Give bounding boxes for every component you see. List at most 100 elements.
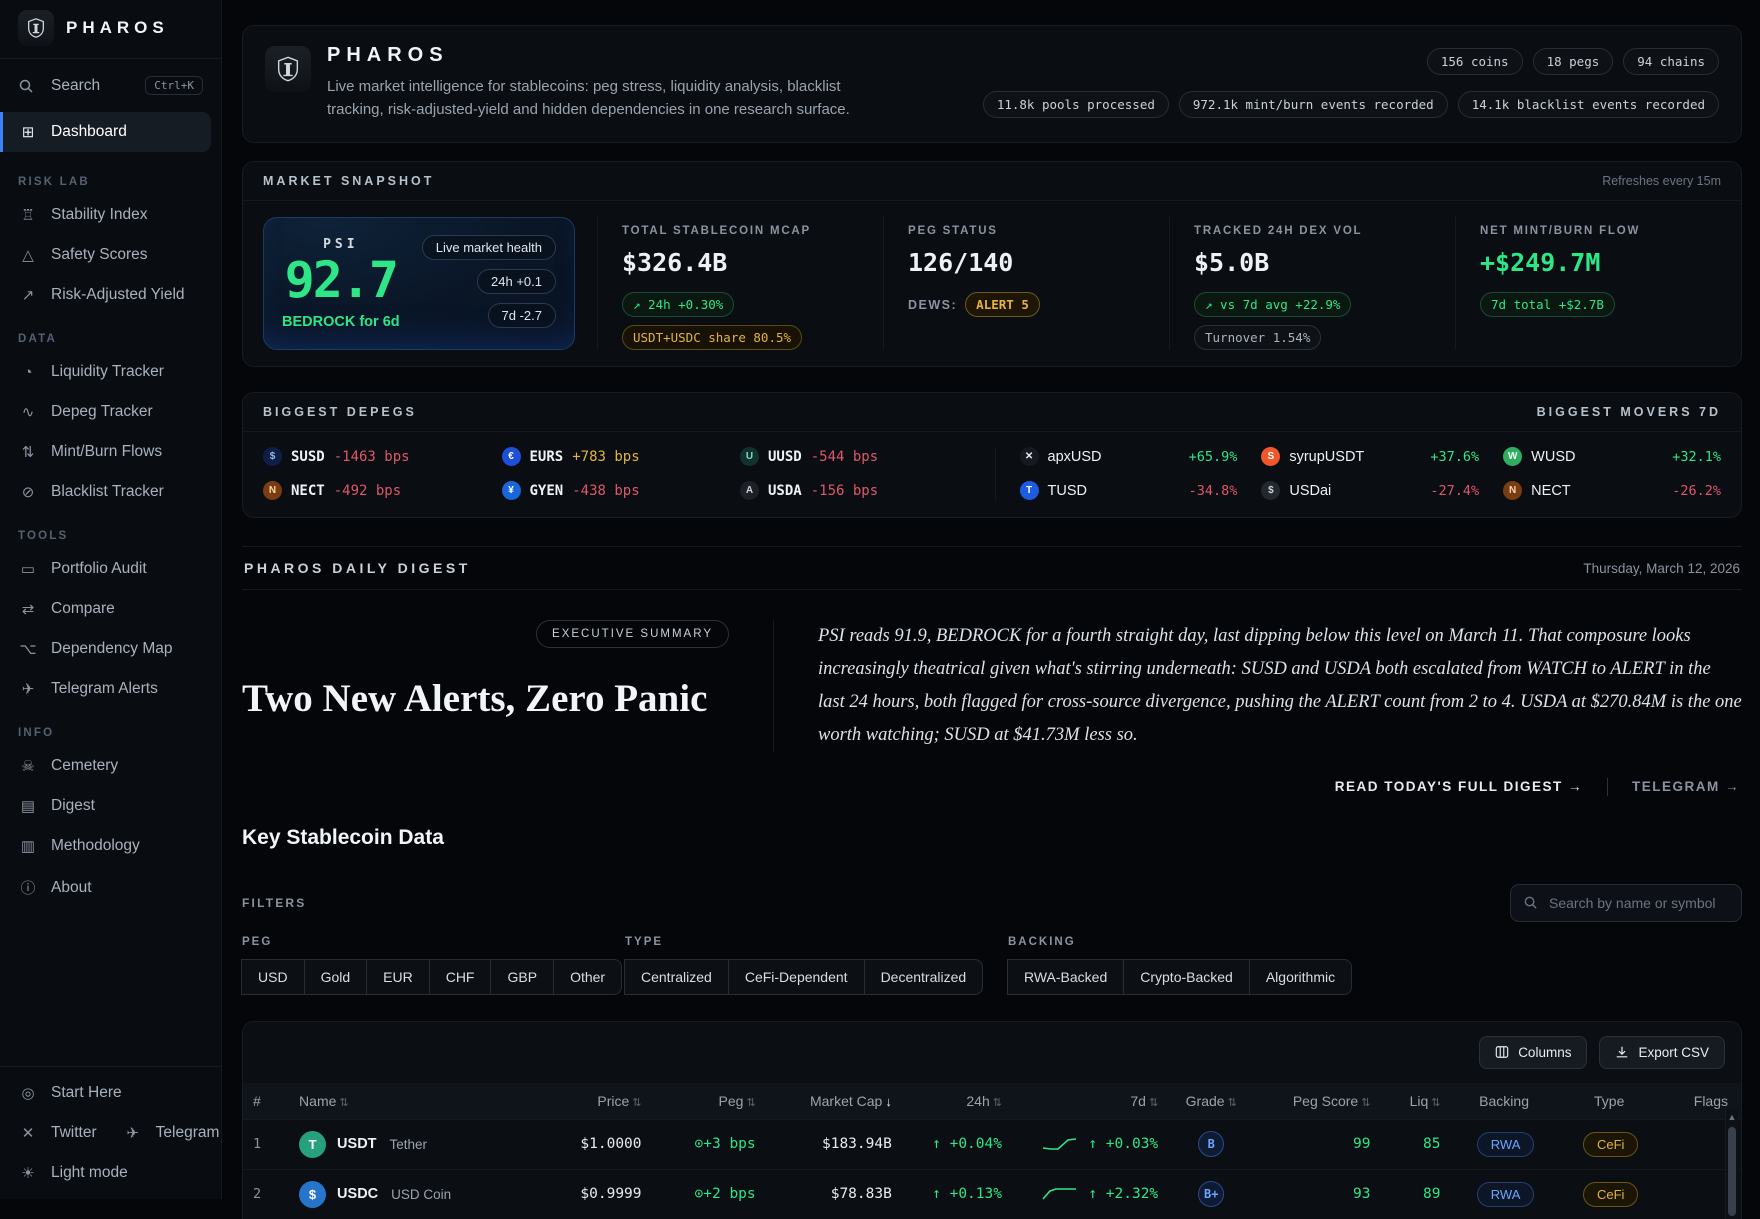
sidebar-item-about[interactable]: ⓘ About [0, 866, 221, 909]
column-header[interactable]: # [243, 1082, 290, 1120]
mover-item[interactable]: ✕ apxUSD +65.9% [1019, 447, 1237, 466]
column-header[interactable]: 24h ⇅ [901, 1082, 1012, 1120]
sidebar-item-cemetery[interactable]: ☠ Cemetery [0, 746, 221, 786]
sidebar-item-dependency-map[interactable]: ⌥ Dependency Map [0, 629, 221, 669]
scrollbar-thumb[interactable] [1728, 1126, 1736, 1216]
column-header[interactable]: Liq ⇅ [1380, 1082, 1451, 1120]
column-header[interactable]: Backing [1450, 1082, 1561, 1120]
sidebar-item-safety-scores[interactable]: △ Safety Scores [0, 235, 221, 275]
sidebar-item-telegram[interactable]: ✈ Telegram [105, 1113, 228, 1153]
table-row[interactable]: 1 T USDT Tether $1.0000 ⊙+3 bps $183.94B… [243, 1118, 1741, 1170]
filter-button[interactable]: CHF [428, 958, 492, 995]
mover-item[interactable]: W WUSD +32.1% [1503, 447, 1721, 466]
sidebar-logo: PHAROS [0, 0, 221, 59]
depeg-item[interactable]: A USDA -156 bps [740, 481, 979, 500]
coin-icon: ¥ [501, 481, 521, 500]
mover-item[interactable]: $ USDai -27.4% [1261, 481, 1479, 500]
column-header[interactable]: Price ⇅ [527, 1082, 652, 1120]
sidebar-item-light-mode[interactable]: ☀ Light mode [0, 1153, 221, 1193]
stat-label: TOTAL STABLECOIN MCAP [622, 225, 812, 237]
mover-item[interactable]: N NECT -26.2% [1503, 481, 1721, 500]
sidebar-item-methodology[interactable]: ▥ Methodology [0, 826, 221, 866]
coin-icon: S [1261, 447, 1281, 466]
sort-icon: ⇅ [1227, 1096, 1237, 1109]
sidebar-item-risk-adjusted-yield[interactable]: ↗ Risk-Adjusted Yield [0, 275, 221, 315]
coin-icon: N [263, 481, 282, 500]
sidebar-item-depeg-tracker[interactable]: ∿ Depeg Tracker [0, 392, 221, 432]
sidebar-item-dashboard[interactable]: ⊞ Dashboard [0, 112, 211, 152]
stat-value: $326.4B [622, 248, 728, 277]
depeg-item[interactable]: € EURS +783 bps [501, 447, 741, 466]
change-24h-cell: ↑ +0.13% [901, 1168, 1012, 1219]
sidebar-item-mint-burn-flows[interactable]: ⇅ Mint/Burn Flows [0, 432, 221, 472]
sidebar-item-stability-index[interactable]: ♖ Stability Index [0, 195, 221, 235]
name-cell[interactable]: T USDT Tether [289, 1118, 528, 1170]
change-24h-cell: ↑ +0.04% [901, 1118, 1012, 1170]
mover-item[interactable]: T TUSD -34.8% [1019, 481, 1237, 500]
stability-index-icon: ♖ [21, 207, 35, 224]
filter-button[interactable]: Algorithmic [1248, 958, 1353, 995]
filter-button[interactable]: GBP [490, 958, 555, 995]
filter-button[interactable]: Decentralized [863, 958, 984, 995]
filter-button[interactable]: Centralized [624, 958, 729, 995]
column-header[interactable]: Type [1560, 1082, 1661, 1120]
graph-nodes-icon: ⌥ [19, 641, 37, 658]
column-header[interactable]: Grade ⇅ [1168, 1082, 1255, 1120]
columns-button[interactable]: Columns [1479, 1035, 1588, 1069]
sidebar-item-portfolio-audit[interactable]: ▭ Portfolio Audit [0, 549, 221, 589]
sidebar-item-blacklist-tracker[interactable]: ⊘ Blacklist Tracker [0, 472, 221, 512]
sidebar-item-start-here[interactable]: ◎ Start Here [0, 1073, 221, 1113]
sidebar-item-label: Risk-Adjusted Yield [51, 286, 185, 303]
column-header[interactable]: Peg ⇅ [651, 1082, 766, 1120]
mover-value: +32.1% [1672, 448, 1721, 465]
table-search[interactable] [1510, 883, 1742, 922]
sidebar-item-label: Stability Index [51, 206, 148, 223]
search-input[interactable] [1547, 893, 1729, 912]
depeg-item[interactable]: ¥ GYEN -438 bps [501, 481, 741, 500]
scrollbar-up-arrow[interactable]: ▲ [1727, 1111, 1737, 1122]
filter-button[interactable]: RWA-Backed [1007, 958, 1125, 995]
stat-pill: 972.1k mint/burn events recorded [1178, 91, 1448, 118]
sidebar-item-telegram-alerts[interactable]: ✈ Telegram Alerts [0, 669, 221, 709]
table-scrollbar[interactable]: ▲ [1725, 1108, 1738, 1219]
filter-button[interactable]: Other [553, 958, 623, 995]
peg-score-cell: 99 [1254, 1118, 1381, 1170]
depegs-card: BIGGEST DEPEGS BIGGEST MOVERS 7D $ SUSD … [242, 392, 1742, 518]
coin-symbol: EURS [529, 448, 564, 465]
dashboard-grid-icon: ⊞ [21, 124, 35, 141]
sidebar-search[interactable]: Search Ctrl+K [0, 65, 221, 106]
grade-badge: B+ [1198, 1181, 1225, 1208]
psi-pill: 7d -2.7 [487, 303, 556, 328]
filter-button[interactable]: USD [241, 958, 305, 995]
sidebar-item-liquidity-tracker[interactable]: ◔ Liquidity Tracker [0, 352, 221, 392]
depeg-item[interactable]: $ SUSD -1463 bps [263, 447, 502, 466]
mover-item[interactable]: S syrupUSDT +37.6% [1261, 447, 1479, 466]
peg-score-cell: 93 [1254, 1168, 1381, 1219]
name-cell[interactable]: $ USDC USD Coin [289, 1168, 528, 1219]
read-full-digest-link[interactable]: READ TODAY'S FULL DIGEST → [1334, 779, 1583, 795]
coin-symbol: SUSD [291, 448, 325, 465]
filter-button[interactable]: CeFi-Dependent [727, 958, 865, 995]
main-content: PHAROS Live market intelligence for stab… [222, 0, 1760, 1219]
coin-icon: U [740, 447, 759, 466]
column-header[interactable]: Market Cap ↓ [765, 1082, 902, 1120]
sidebar-item-digest[interactable]: ▤ Digest [0, 786, 221, 826]
depeg-item[interactable]: N NECT -492 bps [263, 481, 502, 500]
coin-icon: A [740, 481, 759, 500]
table-row[interactable]: 2 $ USDC USD Coin $0.9999 ⊙+2 bps $78.83… [243, 1168, 1741, 1219]
column-header[interactable]: Flags [1660, 1082, 1741, 1120]
column-header[interactable]: 7d ⇅ [1011, 1082, 1169, 1120]
sidebar-item-twitter[interactable]: ✕ Twitter [0, 1113, 105, 1153]
depeg-item[interactable]: U UUSD -544 bps [740, 447, 979, 466]
filter-button[interactable]: EUR [366, 958, 430, 995]
filter-button[interactable]: Crypto-Backed [1123, 958, 1250, 995]
mover-value: -27.4% [1430, 482, 1480, 499]
newspaper-icon: ▤ [20, 798, 36, 815]
digest-telegram-link[interactable]: TELEGRAM → [1632, 779, 1740, 795]
export-csv-button[interactable]: Export CSV [1599, 1035, 1725, 1069]
filter-button[interactable]: Gold [303, 958, 368, 995]
price-cell: $1.0000 [527, 1118, 652, 1170]
column-header[interactable]: Peg Score ⇅ [1254, 1082, 1381, 1120]
sidebar-item-compare[interactable]: ⇄ Compare [0, 589, 221, 629]
column-header[interactable]: Name ⇅ [289, 1082, 528, 1120]
